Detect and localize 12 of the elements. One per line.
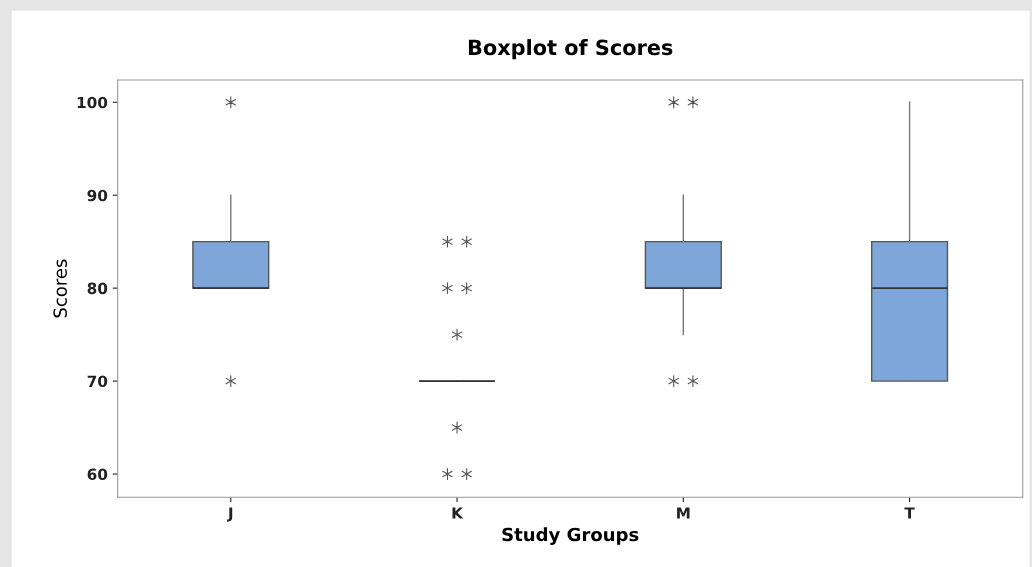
- x-tick-label: T: [904, 507, 915, 519]
- x-tick-label: M: [677, 507, 690, 519]
- chart-title: Boxplot of Scores: [468, 39, 673, 60]
- y-tick-label: 80: [87, 282, 108, 295]
- y-tick-label: 100: [77, 96, 108, 109]
- y-tick-label: 60: [87, 468, 108, 481]
- y-axis-title: Scores: [53, 259, 67, 318]
- y-tick-label: 70: [87, 375, 108, 388]
- y-tick-label: 90: [87, 189, 108, 202]
- x-tick-label: J: [227, 507, 233, 522]
- x-axis-title: Study Groups: [502, 527, 639, 545]
- x-tick-label: K: [452, 507, 464, 519]
